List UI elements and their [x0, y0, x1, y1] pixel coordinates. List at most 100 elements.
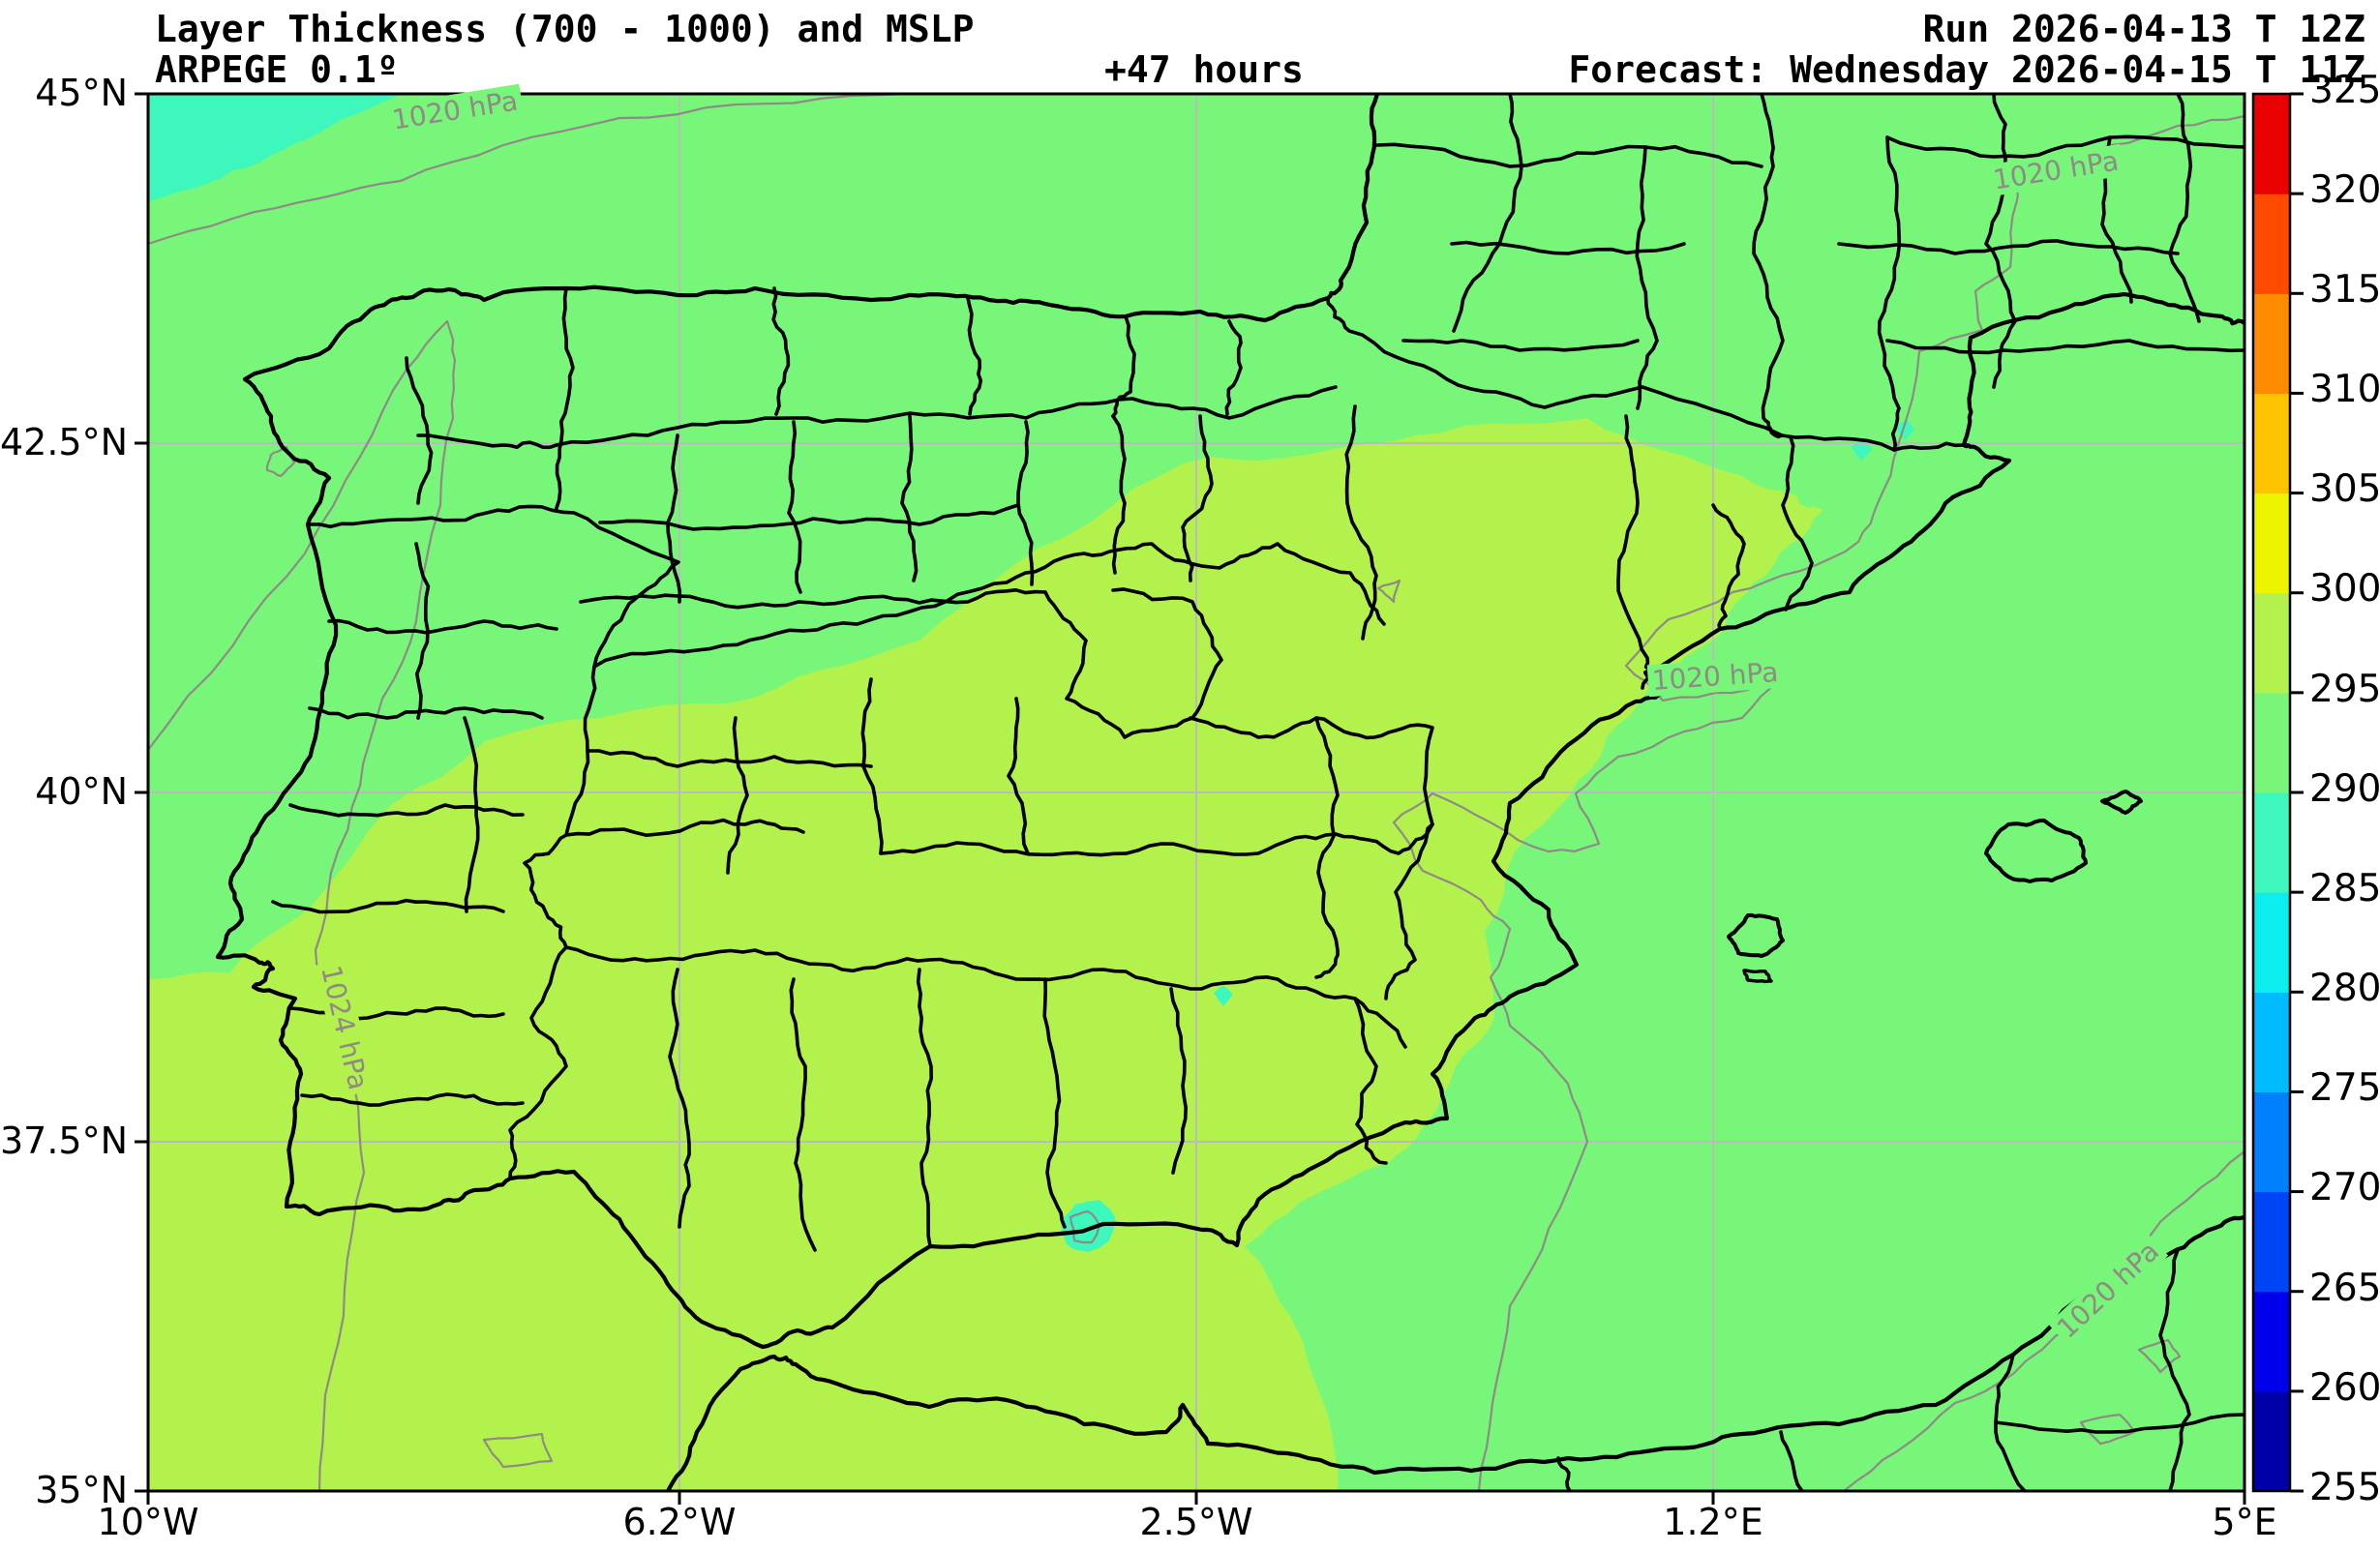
field-285-290-spot [1214, 985, 1233, 1006]
province-border [416, 433, 558, 450]
province-border [1401, 339, 1640, 352]
run-label: Run 2026-04-13 T 12Z [1922, 8, 2365, 50]
mslp-contour [2137, 1338, 2182, 1374]
colorbar-segment [2253, 1191, 2290, 1293]
province-border [1837, 239, 2180, 255]
province-border [598, 503, 1020, 531]
colorbar-segment [2253, 393, 2290, 494]
mslp-contour [482, 1432, 554, 1469]
cb-tick-295: 295 [2309, 668, 2380, 711]
province-border [1984, 94, 2017, 389]
x-tick-2-5w: 2.5°W [1139, 1501, 1253, 1543]
province-border [1189, 716, 1434, 826]
province-border [1635, 145, 1659, 410]
province-border [414, 542, 431, 720]
coastline-iberia [215, 94, 2244, 1350]
colorbar-segment [2253, 592, 2290, 694]
province-border [463, 716, 480, 913]
y-tick-35n: 35°N [35, 1469, 128, 1511]
y-tick-45n: 45°N [35, 72, 128, 114]
province-border [1779, 1430, 1804, 1491]
province-border [1043, 587, 1223, 739]
province-border [1326, 296, 1966, 452]
province-border [288, 803, 525, 818]
cb-tick-325: 325 [2309, 69, 2380, 112]
colorbar-segment [2253, 194, 2290, 294]
province-border [1224, 319, 1243, 416]
province-border [1452, 94, 1523, 333]
province-border [555, 286, 575, 510]
cb-tick-315: 315 [2309, 268, 2380, 312]
island-menorca [2100, 790, 2143, 815]
province-border [579, 588, 1047, 610]
province-border [308, 706, 544, 720]
field-285-290-spot [1895, 419, 1914, 440]
coastline-africa [665, 1214, 2244, 1491]
cb-tick-310: 310 [2309, 368, 2380, 411]
field-295-300 [148, 418, 1823, 1491]
colorbar-segment [2253, 293, 2290, 395]
province-border [271, 898, 505, 914]
page-title: Layer Thickness (700 - 1000) and MSLP [155, 8, 975, 50]
province-border [1111, 314, 1136, 418]
island-ibiza [1727, 912, 1785, 958]
x-tick-1-2e: 1.2°E [1663, 1501, 1763, 1543]
province-border [1353, 997, 1388, 1165]
colorbar-segment [2253, 1091, 2290, 1193]
province-border [1384, 822, 1434, 1000]
cb-tick-275: 275 [2309, 1066, 2380, 1110]
province-border [1885, 339, 2244, 355]
province-border [592, 542, 1386, 669]
y-tick-42-5n: 42.5°N [0, 421, 129, 463]
province-border [2168, 94, 2201, 323]
colorbar-segment [2253, 892, 2290, 993]
y-tick-40n: 40°N [35, 770, 128, 813]
colorbar-segment [2253, 94, 2290, 194]
province-border [327, 618, 558, 635]
province-border [1169, 987, 1188, 1175]
province-border [916, 968, 933, 1248]
province-border [1450, 240, 1686, 255]
cb-tick-255: 255 [2309, 1466, 2380, 1509]
colorbar-segment [2253, 492, 2290, 594]
province-border [306, 504, 680, 1180]
province-border [1181, 414, 1214, 582]
x-tick-6-2w: 6.2°W [622, 1501, 737, 1543]
mslp-contour [148, 319, 457, 1491]
colorbar-segment [2253, 992, 2290, 1093]
province-border [1016, 420, 1035, 586]
cb-tick-305: 305 [2309, 467, 2380, 511]
province-border [789, 977, 817, 1252]
colorbar-segment [2253, 692, 2290, 793]
province-border [1556, 1456, 1572, 1491]
cb-tick-290: 290 [2309, 767, 2380, 811]
island-formentera [1742, 969, 1773, 984]
cb-tick-260: 260 [2309, 1366, 2380, 1410]
cb-tick-270: 270 [2309, 1166, 2380, 1209]
cb-tick-265: 265 [2309, 1267, 2380, 1310]
cb-tick-300: 300 [2309, 567, 2380, 611]
province-border [2158, 1248, 2191, 1491]
province-border [586, 749, 873, 768]
province-border [564, 818, 805, 837]
y-tick-37-5n: 37.5°N [0, 1119, 129, 1162]
mslp-contour [148, 94, 970, 246]
map-layer [148, 94, 2244, 1491]
mslp-contour [1376, 579, 1401, 604]
field-285-290 [148, 94, 402, 201]
province-border [1314, 716, 1340, 979]
island-mallorca [1984, 819, 2088, 883]
model-label: ARPEGE 0.1º [155, 48, 399, 91]
province-border [1885, 134, 2244, 159]
province-border [787, 420, 802, 594]
province-border [1375, 142, 1763, 168]
cb-tick-285: 285 [2309, 867, 2380, 910]
province-border [1877, 135, 1902, 452]
province-border [1711, 503, 1746, 631]
mslp-contour [1069, 1209, 1101, 1244]
lead-time-label: +47 hours [1104, 48, 1304, 91]
province-border [771, 286, 791, 416]
province-border [879, 822, 1434, 857]
province-border [1994, 1413, 2244, 1434]
